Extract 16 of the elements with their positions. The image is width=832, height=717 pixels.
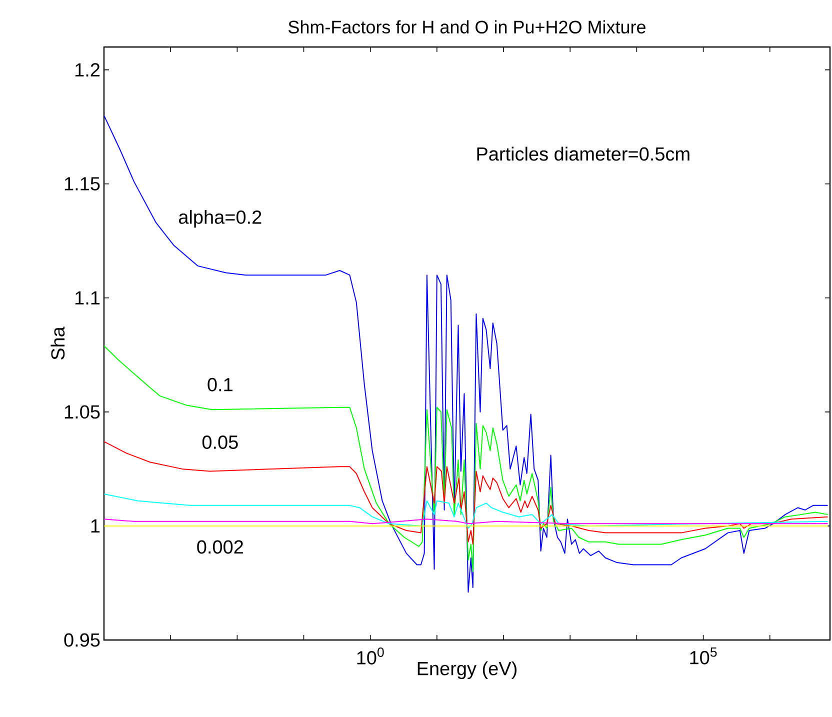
series-label: 0.05 <box>202 435 238 449</box>
x-tick-label: 10$^{5}$ <box>690 648 717 664</box>
chart-title: Shm-Factors for H and O in Pu+H2O Mixture <box>288 20 646 34</box>
y-tick-label: 1.2 <box>76 63 100 76</box>
y-tick-label: 0.95 <box>64 633 100 647</box>
y-tick-label: 1.1 <box>76 291 100 304</box>
series-label: 0.1 <box>208 378 232 392</box>
series-label: 0.002 <box>197 540 243 554</box>
y-tick-label: 1.05 <box>64 405 100 419</box>
y-axis-title: Sha <box>50 326 65 360</box>
x-tick-label: 10$^{0}$ <box>357 648 384 664</box>
series-label: alpha=0.2 <box>178 210 262 228</box>
y-tick-label: 1 <box>91 519 100 532</box>
x-axis-title: Energy (eV) <box>418 661 516 680</box>
annotation: Particles diameter=0.5cm <box>477 146 690 161</box>
y-tick-label: 1.15 <box>64 177 100 190</box>
